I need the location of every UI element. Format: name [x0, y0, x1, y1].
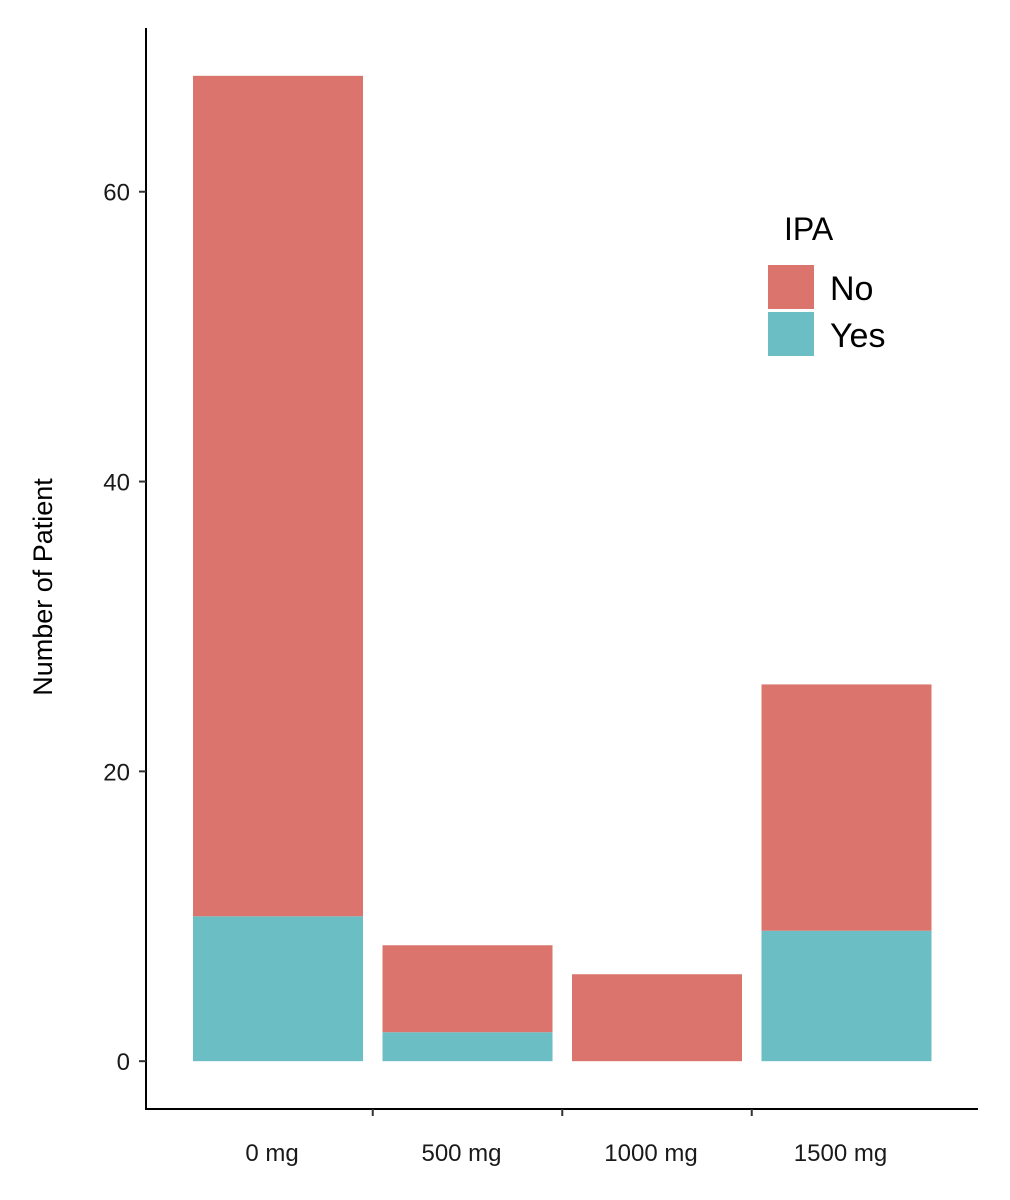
legend-label-no: No [830, 270, 873, 308]
bar-yes-0-mg [193, 916, 363, 1062]
y-ticks: 0 20 40 60 [103, 180, 146, 1076]
y-tick-label: 40 [103, 470, 130, 497]
x-tick-label: 500 mg [421, 1140, 501, 1167]
bar-no-0-mg [193, 75, 363, 917]
x-tick-label: 0 mg [245, 1140, 298, 1167]
bar-yes-1500-mg [761, 930, 932, 1062]
x-tick-label: 1000 mg [604, 1140, 697, 1167]
y-tick-label: 20 [103, 759, 130, 786]
bars-layer [193, 75, 932, 1062]
bar-yes-500-mg [382, 1032, 553, 1062]
legend-label-yes: Yes [830, 317, 885, 355]
legend-title: IPA [784, 211, 834, 247]
bar-no-500-mg [382, 945, 553, 1033]
legend: IPA No Yes [768, 211, 885, 356]
y-tick-label: 60 [103, 180, 130, 207]
legend-swatch-yes [768, 312, 814, 356]
bar-no-1500-mg [761, 684, 932, 931]
x-ticks: 0 mg 500 mg 1000 mg 1500 mg [245, 1109, 887, 1167]
y-tick-label: 0 [117, 1049, 130, 1076]
legend-swatch-no [768, 265, 814, 309]
x-tick-label: 1500 mg [794, 1140, 887, 1167]
bar-no-1000-mg [572, 974, 742, 1062]
y-axis-title: Number of Patient [28, 478, 58, 696]
